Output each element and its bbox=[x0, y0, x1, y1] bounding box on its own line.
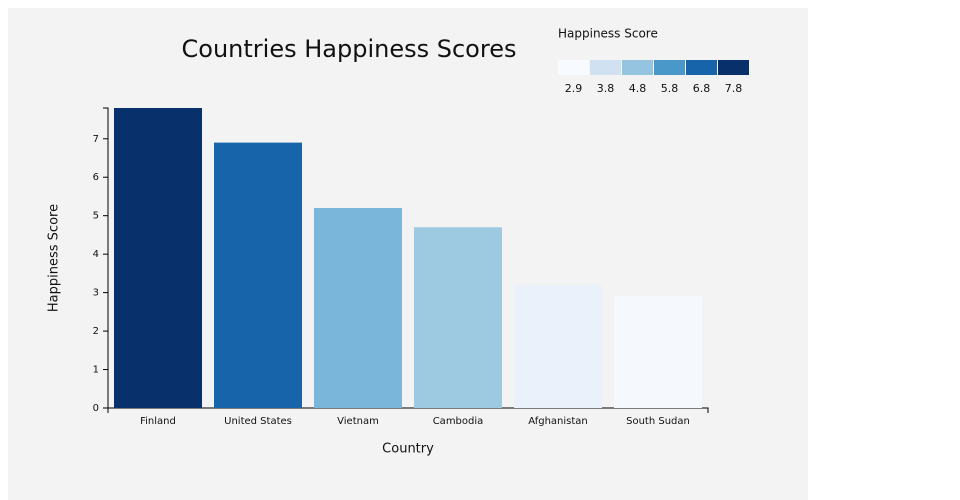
legend-label: 4.8 bbox=[629, 82, 647, 95]
bar bbox=[614, 296, 702, 408]
x-tick-label: Vietnam bbox=[337, 416, 379, 427]
x-tick-label: Cambodia bbox=[433, 416, 484, 427]
legend-swatch bbox=[558, 60, 589, 75]
y-tick-label: 5 bbox=[93, 211, 99, 222]
y-tick-label: 0 bbox=[93, 403, 99, 414]
legend-label: 2.9 bbox=[565, 82, 583, 95]
legend-swatch bbox=[654, 60, 685, 75]
legend-swatch bbox=[686, 60, 717, 75]
x-tick-label: United States bbox=[224, 416, 292, 427]
legend-label: 7.8 bbox=[725, 82, 743, 95]
legend-label: 6.8 bbox=[693, 82, 711, 95]
bar bbox=[114, 108, 202, 408]
y-tick-label: 1 bbox=[93, 365, 99, 376]
x-tick-label: Finland bbox=[140, 416, 176, 427]
legend-title: Happiness Score bbox=[558, 27, 658, 41]
x-tick-label: Afghanistan bbox=[528, 416, 588, 427]
x-tick-label: South Sudan bbox=[626, 416, 690, 427]
y-tick-label: 6 bbox=[93, 172, 99, 183]
y-tick-label: 7 bbox=[93, 134, 99, 145]
y-tick-label: 3 bbox=[93, 288, 99, 299]
bar bbox=[414, 227, 502, 408]
chart-title: Countries Happiness Scores bbox=[182, 35, 517, 63]
y-tick-label: 4 bbox=[93, 249, 99, 260]
legend-swatch bbox=[622, 60, 653, 75]
y-tick-label: 2 bbox=[93, 326, 99, 337]
legend-label: 3.8 bbox=[597, 82, 615, 95]
bar bbox=[214, 142, 302, 408]
bar bbox=[314, 208, 402, 408]
bar bbox=[514, 284, 602, 408]
x-axis-label: Country bbox=[382, 442, 434, 457]
legend-label: 5.8 bbox=[661, 82, 679, 95]
legend-swatch bbox=[590, 60, 621, 75]
legend-swatch bbox=[718, 60, 749, 75]
y-axis-label: Happiness Score bbox=[47, 204, 62, 312]
